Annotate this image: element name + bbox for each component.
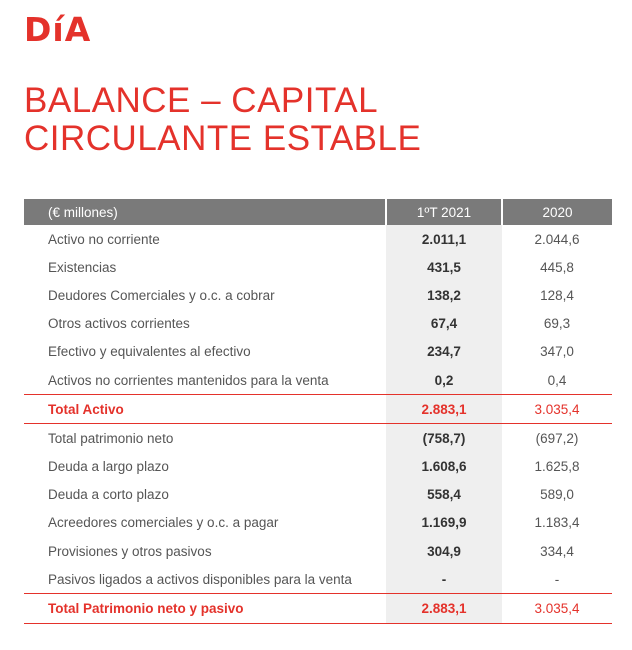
row-label: Efectivo y equivalentes al efectivo — [48, 344, 251, 360]
value-current-period: (758,7) — [386, 423, 502, 453]
row-label: Total Activo — [24, 394, 386, 425]
value-prior-year: 347,0 — [540, 344, 574, 360]
column-header-prior-year: 2020 — [502, 199, 612, 225]
value-current-period: 2.883,1 — [386, 593, 502, 624]
column-header-units: (€ millones) — [24, 199, 387, 225]
table-row: Deudores Comerciales y o.c. a cobrar 138,… — [24, 281, 612, 310]
row-label: Total Patrimonio neto y pasivo — [24, 593, 386, 624]
table-row: Deuda a corto plazo 558,4 589,0 — [24, 480, 612, 509]
table-row: Activo no corriente 2.011,1 2.044,6 — [24, 225, 612, 254]
table-row: Efectivo y equivalentes al efectivo 234,7… — [24, 337, 612, 366]
row-label: Pasivos ligados a activos disponibles pa… — [48, 571, 352, 587]
table-row: Deuda a largo plazo 1.608,6 1.625,8 — [24, 452, 612, 481]
row-label: Deudores Comerciales y o.c. a cobrar — [48, 287, 275, 303]
value-current-period: - — [386, 565, 502, 594]
row-label: Provisiones y otros pasivos — [48, 543, 212, 559]
row-label: Otros activos corrientes — [48, 316, 190, 332]
value-prior-year: 3.035,4 — [502, 394, 612, 425]
value-prior-year: 1.183,4 — [534, 515, 580, 531]
value-prior-year: 334,4 — [540, 543, 574, 559]
value-prior-year: 3.035,4 — [502, 593, 612, 624]
total-row: Total Patrimonio neto y pasivo 2.883,1 3.0… — [24, 593, 612, 624]
dia-logo: DíA — [24, 10, 92, 49]
value-current-period: 2.011,1 — [386, 225, 502, 254]
total-row: Total Activo 2.883,1 3.035,4 — [24, 394, 612, 425]
row-label: Deuda a largo plazo — [48, 459, 169, 475]
value-current-period: 0,2 — [386, 365, 502, 395]
value-prior-year: 2.044,6 — [534, 231, 580, 247]
table-row: Existencias 431,5 445,8 — [24, 253, 612, 282]
value-current-period: 138,2 — [386, 281, 502, 310]
table-body: Activo no corriente 2.011,1 2.044,6 Existen… — [24, 225, 612, 624]
value-current-period: 67,4 — [386, 309, 502, 338]
value-current-period: 2.883,1 — [386, 394, 502, 425]
value-prior-year: 0,4 — [547, 372, 567, 388]
value-current-period: 431,5 — [386, 253, 502, 282]
value-prior-year: 69,3 — [543, 316, 571, 332]
balance-table: (€ millones) 1ºT 2021 2020 Activo no cor… — [24, 199, 612, 624]
row-label: Existencias — [48, 259, 117, 275]
table-row: Otros activos corrientes 67,4 69,3 — [24, 309, 612, 338]
table-row: Acreedores comerciales y o.c. a pagar 1.1… — [24, 508, 612, 538]
value-prior-year: 589,0 — [540, 487, 574, 503]
table-row: Total patrimonio neto (758,7) (697,2) — [24, 423, 612, 453]
table-row: Pasivos ligados a activos disponibles pa… — [24, 565, 612, 594]
value-prior-year: (697,2) — [535, 430, 579, 446]
column-header-current-period: 1ºT 2021 — [386, 199, 503, 225]
value-current-period: 234,7 — [386, 337, 502, 366]
value-prior-year: 1.625,8 — [534, 459, 580, 475]
row-label: Deuda a corto plazo — [48, 487, 169, 503]
table-row: Activos no corrientes mantenidos para la… — [24, 365, 612, 395]
row-label: Acreedores comerciales y o.c. a pagar — [48, 515, 279, 531]
row-label: Activo no corriente — [48, 231, 160, 247]
table-row: Provisiones y otros pasivos 304,9 334,4 — [24, 537, 612, 566]
page-title: BALANCE – CAPITAL CIRCULANTE ESTABLE — [24, 81, 422, 158]
table-header-row: (€ millones) 1ºT 2021 2020 — [24, 199, 612, 225]
value-prior-year: - — [554, 571, 560, 587]
row-label: Activos no corrientes mantenidos para la… — [48, 372, 329, 388]
value-current-period: 558,4 — [386, 480, 502, 509]
row-label: Total patrimonio neto — [48, 430, 174, 446]
value-prior-year: 128,4 — [540, 287, 574, 303]
value-current-period: 1.608,6 — [386, 452, 502, 481]
value-current-period: 1.169,9 — [386, 508, 502, 538]
value-current-period: 304,9 — [386, 537, 502, 566]
value-prior-year: 445,8 — [540, 259, 574, 275]
